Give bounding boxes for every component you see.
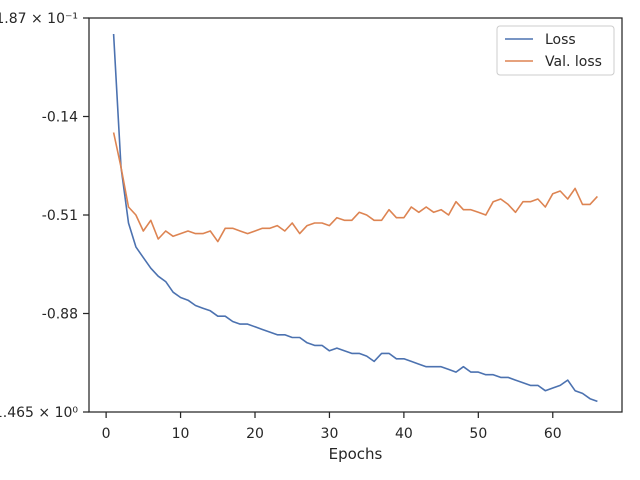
series-line-loss <box>112 33 598 403</box>
y-ticks: −1.87 × 10⁻¹ -0.14 -0.51 -0.88 −1.465 × 10⁰ <box>0 11 89 421</box>
x-tick-label: 0 <box>102 426 111 442</box>
series-line-val-loss <box>112 132 598 243</box>
x-tick-label: 60 <box>544 426 562 442</box>
y-tick-label: -0.88 <box>42 307 78 323</box>
x-tick-label: 40 <box>395 426 413 442</box>
series-layer <box>112 33 598 403</box>
legend: Loss Val. loss <box>496 25 615 76</box>
plot-area <box>89 18 622 412</box>
x-tick-label: 50 <box>469 426 487 442</box>
x-tick-label: 20 <box>246 426 264 442</box>
plot-frame <box>88 17 623 413</box>
x-ticks: 0 10 20 30 40 50 60 <box>102 412 562 442</box>
y-tick-label: -0.51 <box>42 208 78 224</box>
y-tick-label: -0.14 <box>42 110 78 126</box>
y-tick-label: −1.465 × 10⁰ <box>0 405 78 421</box>
legend-label-val-loss: Val. loss <box>545 54 602 70</box>
legend-label-loss: Loss <box>545 32 576 48</box>
x-axis-label: Epochs <box>329 445 383 463</box>
x-tick-label: 10 <box>172 426 190 442</box>
y-tick-label: −1.87 × 10⁻¹ <box>0 11 78 27</box>
x-tick-label: 30 <box>321 426 339 442</box>
